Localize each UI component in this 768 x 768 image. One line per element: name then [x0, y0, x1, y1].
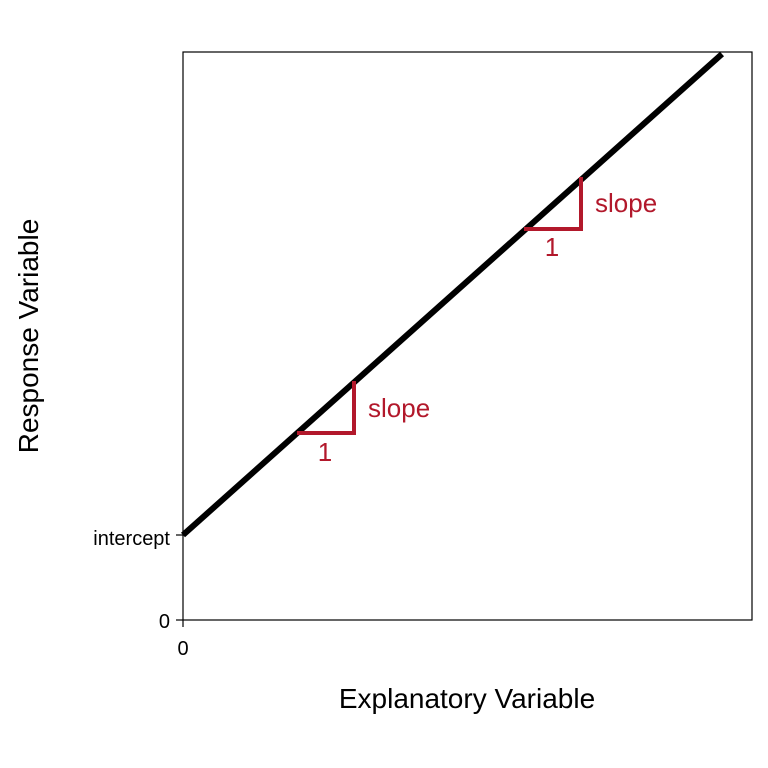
run-label-upper: 1 [545, 232, 559, 262]
x-axis-title: Explanatory Variable [339, 683, 595, 714]
plot-frame [182, 51, 753, 621]
slope-label-lower: slope [368, 393, 430, 423]
regression-line [181, 51, 724, 538]
y-axis-title: Response Variable [13, 219, 44, 454]
slope-triangle-upper-legs [524, 177, 583, 231]
y-tick-label-intercept: intercept [93, 528, 170, 550]
run-label-lower: 1 [318, 437, 332, 467]
slope-triangle-upper: slope 1 [524, 177, 657, 262]
slope-triangle-lower: slope 1 [297, 381, 430, 467]
y-tick-label-zero: 0 [159, 611, 170, 633]
x-tick-label-zero: 0 [177, 638, 188, 660]
slope-label-upper: slope [595, 188, 657, 218]
slope-triangle-lower-legs [297, 381, 356, 435]
